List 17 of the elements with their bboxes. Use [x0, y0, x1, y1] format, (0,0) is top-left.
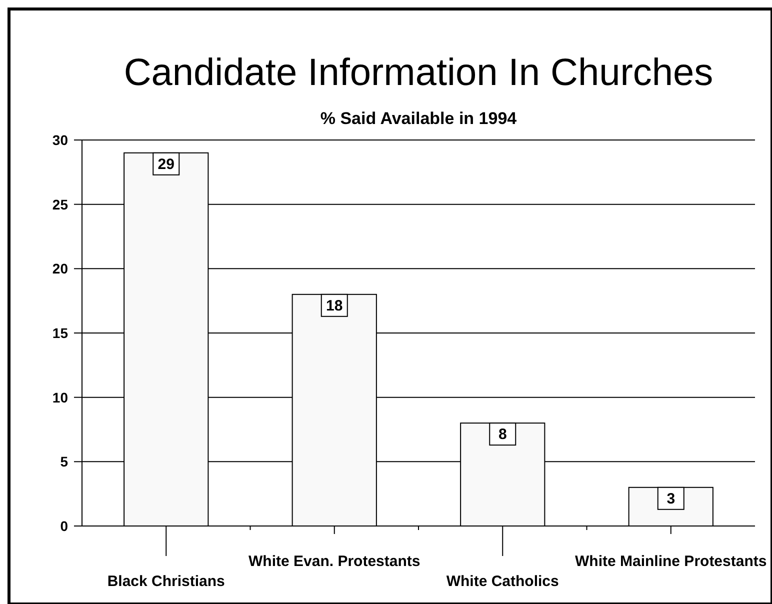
data-label: 18	[326, 297, 343, 314]
chart-subtitle: % Said Available in 1994	[320, 109, 518, 128]
chart-title: Candidate Information In Churches	[124, 52, 714, 94]
y-tick-label: 5	[60, 454, 68, 470]
x-tick-label: White Catholics	[446, 573, 559, 590]
x-tick-label: White Evan. Protestants	[248, 553, 420, 570]
y-tick-label: 30	[52, 132, 68, 148]
x-tick-label: Black Christians	[107, 573, 225, 590]
y-tick-label: 0	[60, 518, 68, 534]
x-tick-label: White Mainline Protestants	[575, 553, 767, 570]
data-label: 29	[158, 156, 174, 173]
data-label: 8	[498, 426, 507, 444]
y-tick-label: 15	[52, 325, 68, 341]
y-tick-label: 25	[52, 196, 68, 212]
y-tick-label: 10	[52, 389, 68, 406]
y-tick-label: 20	[52, 260, 68, 277]
data-label: 3	[666, 490, 676, 508]
